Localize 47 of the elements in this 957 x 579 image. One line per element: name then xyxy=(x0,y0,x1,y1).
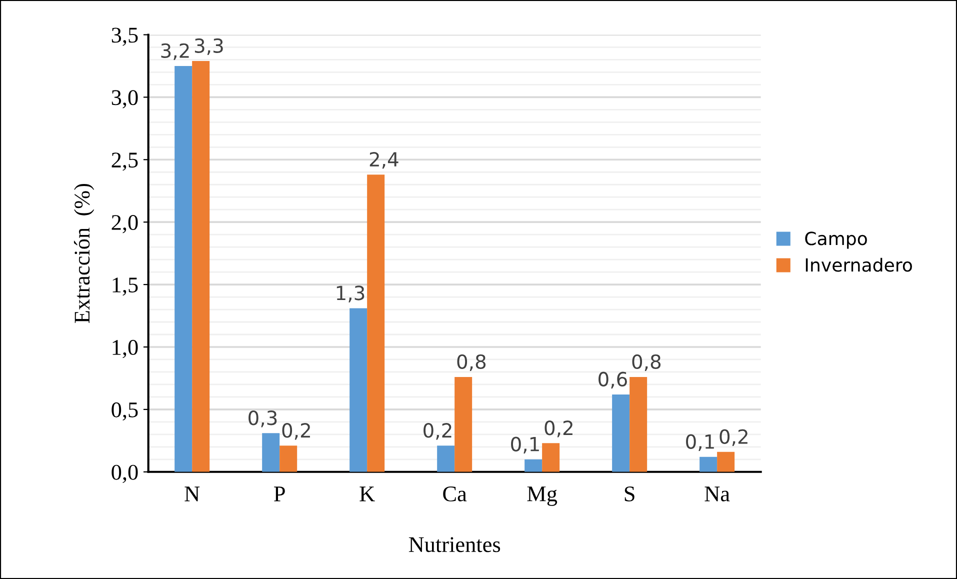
bar xyxy=(542,443,560,472)
bar xyxy=(174,66,192,472)
x-tick-label: N xyxy=(184,486,200,502)
x-axis-title: Nutrientes xyxy=(408,537,500,552)
data-label: 0,8 xyxy=(457,354,486,372)
x-tick-label: S xyxy=(624,486,634,502)
y-tick-label: 3,0 xyxy=(112,90,138,108)
bar xyxy=(192,60,210,472)
bar xyxy=(630,376,648,472)
y-tick-label: 0,5 xyxy=(112,402,138,421)
bar xyxy=(524,459,542,472)
data-label: 2,4 xyxy=(370,152,398,169)
x-tick-label: P xyxy=(274,486,285,502)
bar xyxy=(437,446,455,472)
x-tick-label: Ca xyxy=(443,486,467,502)
bar xyxy=(717,452,735,472)
y-tick-label: 2,5 xyxy=(112,152,138,171)
bar xyxy=(262,433,280,472)
y-tick-label: 3,5 xyxy=(112,28,138,46)
data-label: 0,2 xyxy=(720,429,748,446)
legend-label: Invernadero xyxy=(806,258,912,272)
data-label: 0,1 xyxy=(511,436,539,454)
data-label: 1,3 xyxy=(336,286,364,302)
y-axis-title: Extracción (%) xyxy=(74,184,94,324)
bar xyxy=(700,456,718,472)
data-label: 0,2 xyxy=(544,420,572,438)
x-tick-label: K xyxy=(360,486,375,502)
data-label: 0,2 xyxy=(424,423,452,440)
bar xyxy=(350,308,368,472)
data-label: 3,3 xyxy=(194,38,223,56)
x-tick-label: Na xyxy=(704,486,730,502)
bar xyxy=(367,174,385,472)
bar xyxy=(280,446,298,472)
data-label: 0,6 xyxy=(598,372,627,388)
data-label: 0,2 xyxy=(282,423,310,440)
data-label: 0,1 xyxy=(686,434,714,451)
x-tick-label: Mg xyxy=(527,486,558,506)
data-label: 3,2 xyxy=(161,43,189,60)
y-tick-label: 1,5 xyxy=(112,278,138,296)
bar xyxy=(612,394,630,472)
data-label: 0,3 xyxy=(248,410,277,428)
y-tick-label: 1,0 xyxy=(112,340,138,358)
data-label: 0,8 xyxy=(632,354,661,372)
y-tick-label: 0,0 xyxy=(112,464,138,484)
y-tick-label: 2,0 xyxy=(112,215,138,234)
bar xyxy=(454,376,472,472)
legend-label: Campo xyxy=(805,232,867,249)
